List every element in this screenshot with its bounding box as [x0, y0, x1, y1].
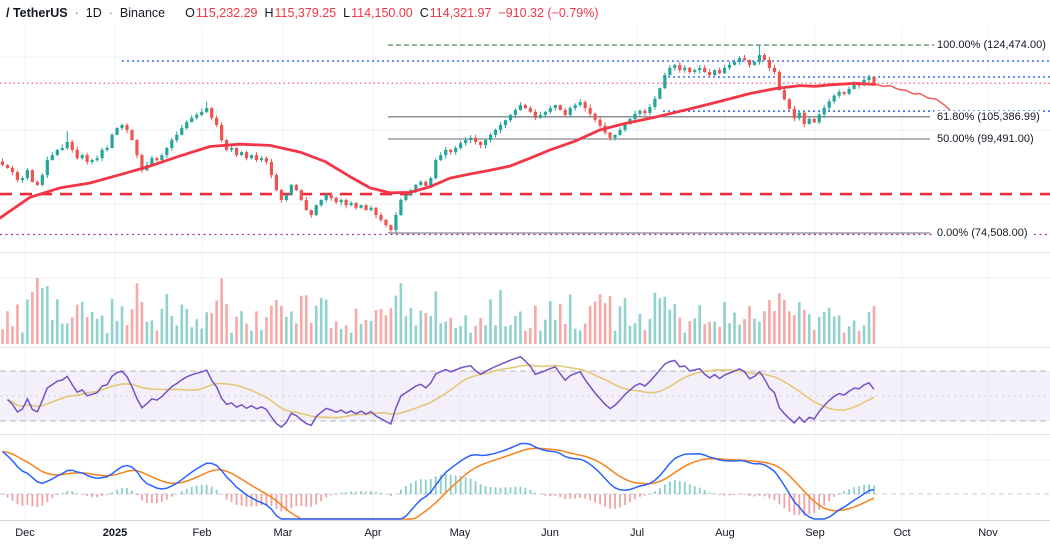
macd-signal-line [2, 447, 875, 520]
symbol-info-bar[interactable]: / TetherUS · 1D · Binance O 115,232.29 H… [6, 6, 599, 20]
x-axis-label: Jul [629, 527, 645, 539]
fib-level-label[interactable]: 100.00% (124,474.00) [934, 39, 1049, 52]
price-change: −910.32 (−0.79%) [498, 6, 599, 20]
ohlc-high: H 115,379.25 [264, 6, 337, 20]
rsi-ma-line [7, 364, 875, 419]
macd-line [1, 442, 875, 520]
fib-level-label[interactable]: 61.80% (105,386.99) [934, 110, 1043, 123]
ohlc-close: C 114,321.97 [419, 6, 492, 20]
macd-panel [0, 442, 1050, 520]
rsi-panel [0, 355, 1050, 429]
x-axis-label: Jun [541, 527, 559, 539]
x-axis-label: Aug [715, 527, 735, 539]
fib-level-label[interactable]: 50.00% (99,491.00) [934, 133, 1037, 145]
price-levels-layer [0, 44, 1050, 236]
x-axis-label: Apr [364, 527, 382, 539]
x-axis-label: 2025 [102, 527, 128, 539]
fib-level-label[interactable]: 0.00% (74,508.00) [934, 227, 1031, 239]
x-axis-label: Feb [192, 527, 212, 539]
grid-layer [0, 26, 1050, 521]
x-axis-label: Nov [978, 527, 998, 539]
timeframe[interactable]: 1D [85, 6, 102, 20]
projection-line [874, 83, 951, 111]
x-axis-label: May [449, 527, 471, 539]
separator: · [74, 6, 79, 20]
volume-layer [1, 278, 876, 344]
exchange-name[interactable]: Binance [119, 6, 166, 20]
ohlc-open: O 115,232.29 [185, 6, 258, 20]
x-axis-label: Mar [273, 527, 293, 539]
symbol-name[interactable]: / TetherUS [6, 6, 68, 20]
rsi-line [6, 355, 875, 429]
x-axis-label: Sep [805, 527, 825, 539]
x-axis-label: Oct [893, 527, 911, 539]
x-axis-label: Dec [15, 527, 35, 539]
ma-red-line [0, 81, 877, 220]
ohlc-low: L 114,150.00 [343, 6, 413, 20]
separator: · [108, 6, 113, 20]
